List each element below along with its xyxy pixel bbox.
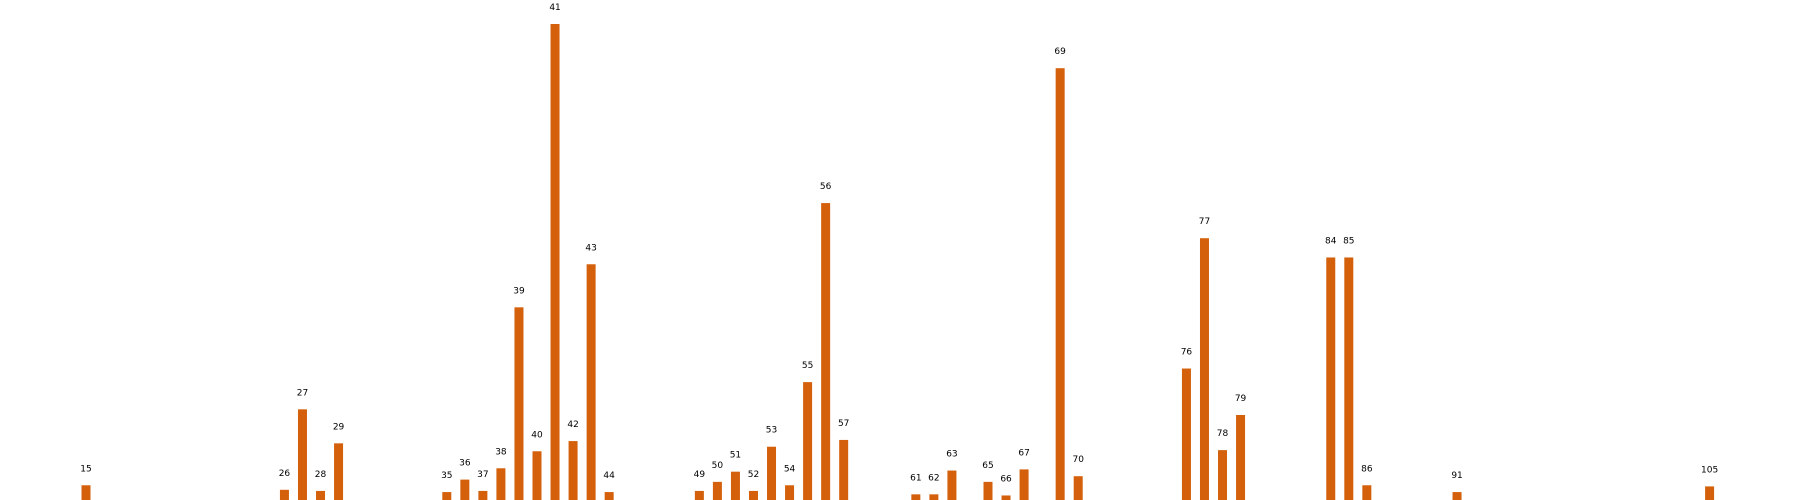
- bar-91: [1452, 492, 1462, 500]
- bar-61: [911, 494, 921, 500]
- bar-label-86: 86: [1361, 464, 1373, 474]
- bar-57: [839, 439, 849, 500]
- bar-49: [694, 490, 704, 500]
- bar-label-51: 51: [730, 451, 741, 461]
- bar-63: [947, 470, 957, 500]
- bar-label-69: 69: [1054, 47, 1066, 57]
- bars-layer: [81, 24, 1715, 500]
- bar-41: [550, 24, 560, 500]
- bar-label-79: 79: [1235, 394, 1247, 404]
- bar-label-84: 84: [1325, 236, 1337, 246]
- bar-67: [1019, 469, 1029, 500]
- bar-42: [568, 441, 578, 500]
- bar-label-77: 77: [1199, 217, 1210, 227]
- bar-62: [929, 494, 939, 500]
- bar-27: [297, 409, 307, 500]
- bar-35: [442, 492, 452, 500]
- bar-label-53: 53: [766, 426, 777, 436]
- bar-label-91: 91: [1451, 471, 1462, 481]
- bar-76: [1181, 368, 1191, 500]
- bar-label-57: 57: [838, 419, 849, 429]
- bar-label-40: 40: [531, 430, 543, 440]
- bar-38: [496, 468, 506, 500]
- bar-55: [803, 382, 813, 500]
- bar-84: [1326, 257, 1336, 500]
- bar-label-27: 27: [297, 388, 308, 398]
- bar-51: [730, 471, 740, 500]
- bar-69: [1055, 68, 1065, 500]
- bar-70: [1073, 476, 1083, 500]
- bar-label-85: 85: [1343, 236, 1354, 246]
- bar-label-56: 56: [820, 182, 832, 192]
- bar-label-41: 41: [549, 3, 560, 13]
- bar-label-15: 15: [80, 464, 91, 474]
- bar-label-66: 66: [1000, 474, 1012, 484]
- bar-44: [604, 492, 614, 500]
- bar-105: [1705, 486, 1715, 500]
- bar-15: [81, 485, 91, 500]
- bar-label-44: 44: [603, 471, 615, 481]
- bar-26: [279, 489, 289, 500]
- bar-label-70: 70: [1072, 455, 1084, 465]
- bar-label-37: 37: [477, 470, 488, 480]
- bar-label-36: 36: [459, 459, 471, 469]
- bar-label-63: 63: [946, 450, 957, 460]
- bar-label-49: 49: [694, 470, 706, 480]
- bar-label-76: 76: [1181, 348, 1193, 358]
- bar-29: [334, 443, 344, 500]
- bar-52: [748, 490, 758, 500]
- bar-28: [316, 490, 326, 500]
- bar-86: [1362, 485, 1372, 500]
- bar-65: [983, 481, 993, 500]
- bar-label-62: 62: [928, 473, 939, 483]
- bar-43: [586, 264, 596, 500]
- bar-54: [785, 485, 795, 500]
- bar-79: [1236, 415, 1246, 500]
- bar-53: [767, 446, 777, 500]
- bar-label-52: 52: [748, 470, 759, 480]
- labels-layer: 15 26 27 28 29 35 36 37 38 39 40 41 42 43 44 49 50 51 52 53…: [80, 3, 1718, 484]
- bar-label-43: 43: [585, 243, 596, 253]
- bar-39: [514, 307, 524, 500]
- bar-78: [1218, 450, 1228, 500]
- bar-label-42: 42: [567, 420, 578, 430]
- bar-36: [460, 479, 470, 500]
- bar-label-35: 35: [441, 471, 452, 481]
- bar-77: [1199, 238, 1209, 500]
- bar-label-39: 39: [513, 286, 525, 296]
- bar-66: [1001, 495, 1011, 500]
- bar-label-105: 105: [1701, 465, 1718, 475]
- bar-label-54: 54: [784, 464, 796, 474]
- bar-label-65: 65: [982, 461, 993, 471]
- bar-label-61: 61: [910, 473, 921, 483]
- bar-label-50: 50: [712, 461, 724, 471]
- bar-label-78: 78: [1217, 429, 1229, 439]
- bar-label-29: 29: [333, 422, 345, 432]
- bar-37: [478, 490, 488, 500]
- bar-label-38: 38: [495, 447, 507, 457]
- bar-56: [821, 203, 831, 500]
- bar-label-28: 28: [315, 470, 327, 480]
- bar-label-67: 67: [1018, 448, 1029, 458]
- bar-40: [532, 451, 542, 500]
- bar-50: [712, 481, 722, 500]
- bar-label-26: 26: [279, 469, 291, 479]
- bar-label-55: 55: [802, 361, 813, 371]
- bar-85: [1344, 257, 1354, 500]
